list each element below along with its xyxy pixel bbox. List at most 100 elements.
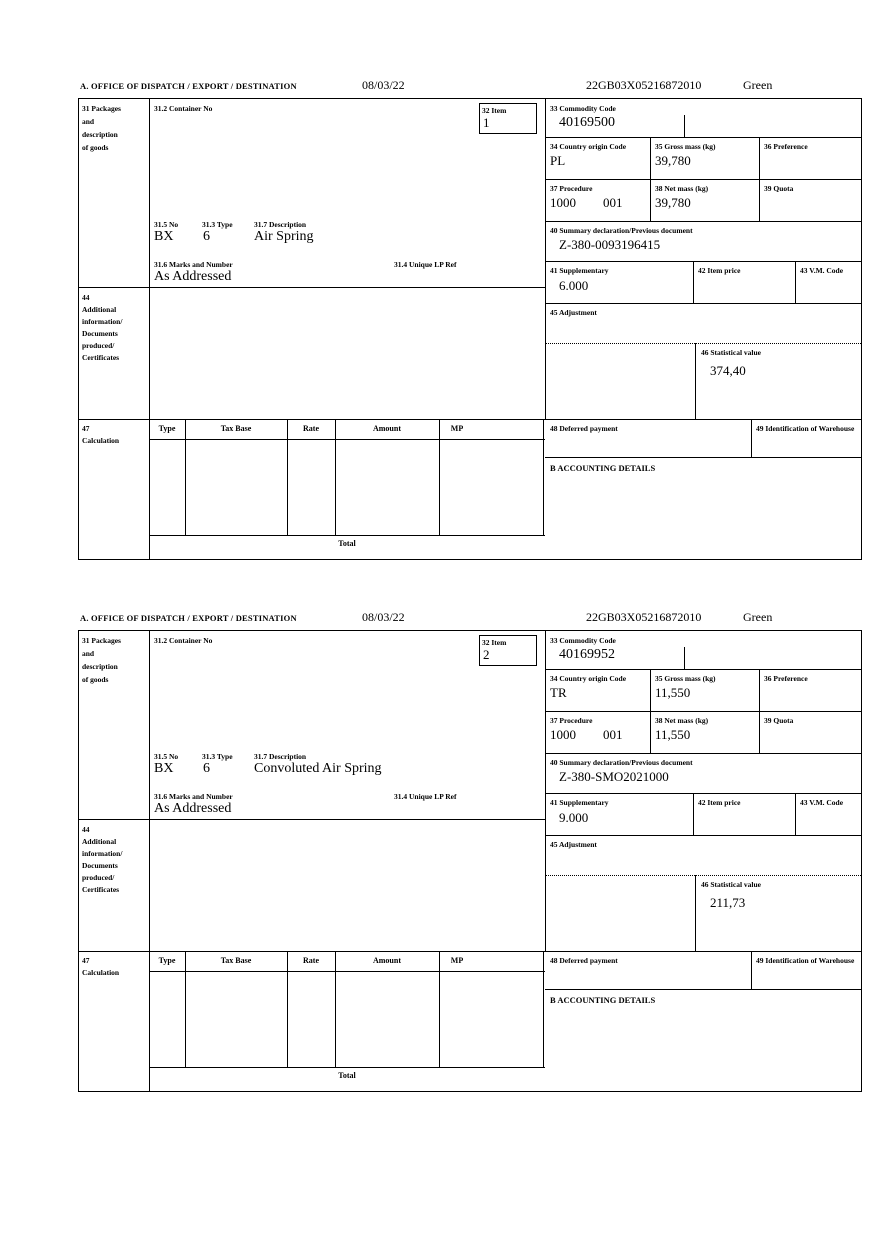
box32-item-label-2: 32 Item [482,638,507,647]
calculation-table-2: Type Tax Base Rate Amount MP Total [149,951,545,1093]
box39-quota-label-2: 39 Quota [764,716,794,725]
calculation-table: Type Tax Base Rate Amount MP Total [149,419,545,561]
box31-bottom-divider [79,287,545,289]
calc-header-type: Type [158,424,176,433]
box45-adjustment-label: 45 Adjustment [550,308,597,317]
box31-label-line4-2: of goods [82,675,109,684]
box47-calculation-label-line1-2: 47 [82,956,90,965]
row34-bottom-divider-2 [545,711,861,713]
declaration-date: 08/03/22 [362,78,405,92]
box44-label-line4: Documents [82,329,118,338]
calc-total-row: Total [149,535,545,559]
box45-bottom-dotted-divider [545,343,861,344]
box44-label-line4-2: Documents [82,861,118,870]
box38-39-divider [759,179,761,221]
form-header: A. OFFICE OF DISPATCH / EXPORT / DESTINA… [78,78,862,98]
box44-label-line6: Certificates [82,353,120,362]
box31-5-no-label: 31.5 No [154,220,179,229]
box42-43-divider [795,261,797,303]
box37-procedure-extra-2: 001 [603,727,623,742]
box35-36-divider [759,137,761,179]
box41-42-divider-2 [693,793,695,835]
box46-left-divider [695,343,697,419]
box34-35-divider [650,137,652,179]
box31-4-lp-ref-label: 31.4 Unique LP Ref [394,260,457,269]
box46-left-dotted-edge-2 [545,875,546,951]
movement-reference-number: 22GB03X05216872010 [586,78,702,92]
box40-bottom-divider [545,261,861,263]
form-header-2: A. OFFICE OF DISPATCH / EXPORT / DESTINA… [78,610,862,630]
box31-2-container-no-label: 31.2 Container No [154,104,213,113]
box37-procedure-value-2: 1000 [550,727,576,742]
calc-total-bottom-2 [149,1091,545,1093]
box37-procedure-label: 37 Procedure [550,184,593,193]
box33-inner-divider-2 [684,647,686,669]
movement-reference-number-2: 22GB03X05216872010 [586,610,702,624]
box31-3-type-value: 6 [203,229,210,244]
box35-gross-mass-value-2: 11,550 [655,685,691,700]
box38-net-mass-label-2: 38 Net mass (kg) [655,716,709,725]
box42-43-divider-2 [795,793,797,835]
office-of-dispatch-label: A. OFFICE OF DISPATCH / EXPORT / DESTINA… [80,81,297,91]
box46-statistical-value-label: 46 Statistical value [701,348,761,357]
box34-country-origin-value: PL [550,153,566,168]
box31-label-line3: description [82,130,118,139]
box47-calculation-label-line2-2: Calculation [82,968,120,977]
box42-item-price-label-2: 42 Item price [698,798,741,807]
box31-3-type-label: 31.3 Type [202,220,233,229]
row37-bottom-divider [545,221,861,223]
calc-header-bottom-2 [149,971,545,973]
box35-gross-mass-label: 35 Gross mass (kg) [655,142,716,151]
box31-label-line2-2: and [82,649,95,658]
calc-col-divider-3 [335,419,337,535]
box38-39-divider-2 [759,711,761,753]
calc-col-divider-3-2 [335,951,337,1067]
form-frame-2: 31 Packages and description of goods 31.… [78,630,862,1093]
box37-procedure-label-2: 37 Procedure [550,716,593,725]
box48-deferred-payment-label-2: 48 Deferred payment [550,956,618,965]
box47-top-divider [79,419,545,421]
box36-preference-label: 36 Preference [764,142,808,151]
box37-38-divider-2 [650,711,652,753]
box31-5-no-value-2: BX [154,761,174,776]
box33-bottom-divider [545,137,861,139]
box45-adjustment-label-2: 45 Adjustment [550,840,597,849]
box48-deferred-payment-label: 48 Deferred payment [550,424,618,433]
box44-label-line2-2: Additional [82,837,117,846]
customs-form-item-1: A. OFFICE OF DISPATCH / EXPORT / DESTINA… [78,78,862,561]
box34-country-origin-value-2: TR [550,685,567,700]
box38-net-mass-label: 38 Net mass (kg) [655,184,709,193]
box47-calculation-label-line1: 47 [82,424,90,433]
calc-col-divider-4 [439,419,441,535]
box40-previous-document-value-2: Z-380-SMO2021000 [559,769,669,784]
calc-right-edge-2 [543,951,545,1067]
box40-previous-document-label: 40 Summary declaration/Previous document [550,226,693,235]
accounting-details-label-2: B ACCOUNTING DETAILS [550,995,656,1005]
box38-net-mass-value: 39,780 [655,195,691,210]
box48-bottom-divider-2 [545,989,861,991]
box31-label-line3-2: description [82,662,118,671]
box43-vm-code-label: 43 V.M. Code [800,266,844,275]
box31-6-marks-label: 31.6 Marks and Number [154,260,233,269]
box46-statistical-value-value: 374,40 [710,363,746,378]
gutter-divider-2 [149,631,151,971]
lane-status-2: Green [743,610,773,624]
calc-total-bottom [149,559,545,561]
box44-label-line1-2: 44 [82,825,90,834]
box31-label-line1: 31 Packages [82,104,121,113]
right-column-left-edge-2 [545,631,547,951]
box31-label-line2: and [82,117,95,126]
box31-4-lp-ref-label-2: 31.4 Unique LP Ref [394,792,457,801]
calc-header-mp-2: MP [450,956,464,965]
box36-preference-label-2: 36 Preference [764,674,808,683]
calc-col-divider-1-2 [185,951,187,1067]
box44-label-line5: produced/ [82,341,115,350]
row41-bottom-divider [545,303,861,305]
gutter-divider [149,99,151,439]
customs-form-item-2: A. OFFICE OF DISPATCH / EXPORT / DESTINA… [78,610,862,1093]
box31-label-line4: of goods [82,143,109,152]
box47-top-divider-2 [79,951,545,953]
calc-total-label: Total [338,539,356,548]
box31-5-no-label-2: 31.5 No [154,752,179,761]
